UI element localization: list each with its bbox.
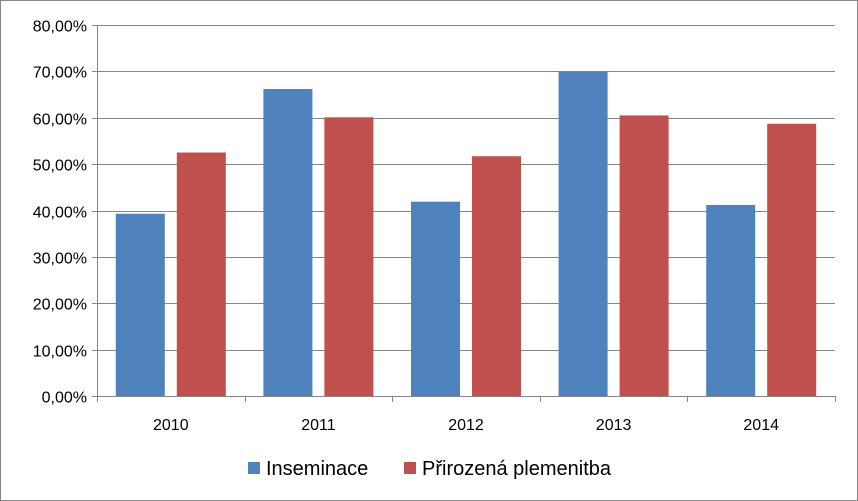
axes bbox=[92, 25, 836, 402]
y-tick-label: 10,00% bbox=[33, 344, 87, 361]
y-tick-label: 40,00% bbox=[33, 205, 87, 222]
y-tick-label: 50,00% bbox=[33, 158, 87, 175]
y-tick-label: 70,00% bbox=[33, 65, 87, 82]
x-tick-label: 2013 bbox=[596, 417, 632, 434]
bar-inseminace-2014 bbox=[706, 204, 756, 396]
bar-prirozena-plemenitba-2011 bbox=[324, 117, 374, 396]
bar-inseminace-2012 bbox=[411, 201, 460, 396]
bar-inseminace-2013 bbox=[558, 71, 608, 397]
bar-inseminace-2010 bbox=[115, 213, 165, 396]
legend-label: Přirozená plemenitba bbox=[422, 458, 612, 480]
legend: Inseminace Přirozená plemenitba bbox=[248, 458, 612, 480]
y-tick-label: 60,00% bbox=[33, 112, 87, 129]
x-tick-label: 2012 bbox=[448, 417, 484, 434]
bar-prirozena-plemenitba-2010 bbox=[176, 152, 226, 396]
bars bbox=[115, 71, 817, 397]
x-tick-labels: 2010 2011 2012 2013 2014 bbox=[153, 417, 779, 434]
bar-prirozena-plemenitba-2013 bbox=[619, 115, 669, 397]
y-tick-label: 30,00% bbox=[33, 251, 87, 268]
legend-label: Inseminace bbox=[266, 458, 368, 480]
bar-prirozena-plemenitba-2014 bbox=[767, 123, 817, 396]
y-tick-labels: 0,00% 10,00% 20,00% 30,00% 40,00% 50,00% 60,00… bbox=[33, 19, 87, 407]
y-tick-label: 0,00% bbox=[42, 390, 87, 407]
x-tick-label: 2014 bbox=[743, 417, 779, 434]
bar-prirozena-plemenitba-2012 bbox=[472, 156, 521, 396]
y-tick-label: 80,00% bbox=[33, 19, 87, 36]
legend-swatch bbox=[248, 462, 260, 474]
x-tick-label: 2011 bbox=[301, 417, 336, 434]
x-tick-label: 2010 bbox=[153, 417, 189, 434]
bar-inseminace-2011 bbox=[263, 88, 313, 396]
legend-swatch bbox=[404, 462, 416, 474]
y-tick-label: 20,00% bbox=[33, 297, 87, 314]
